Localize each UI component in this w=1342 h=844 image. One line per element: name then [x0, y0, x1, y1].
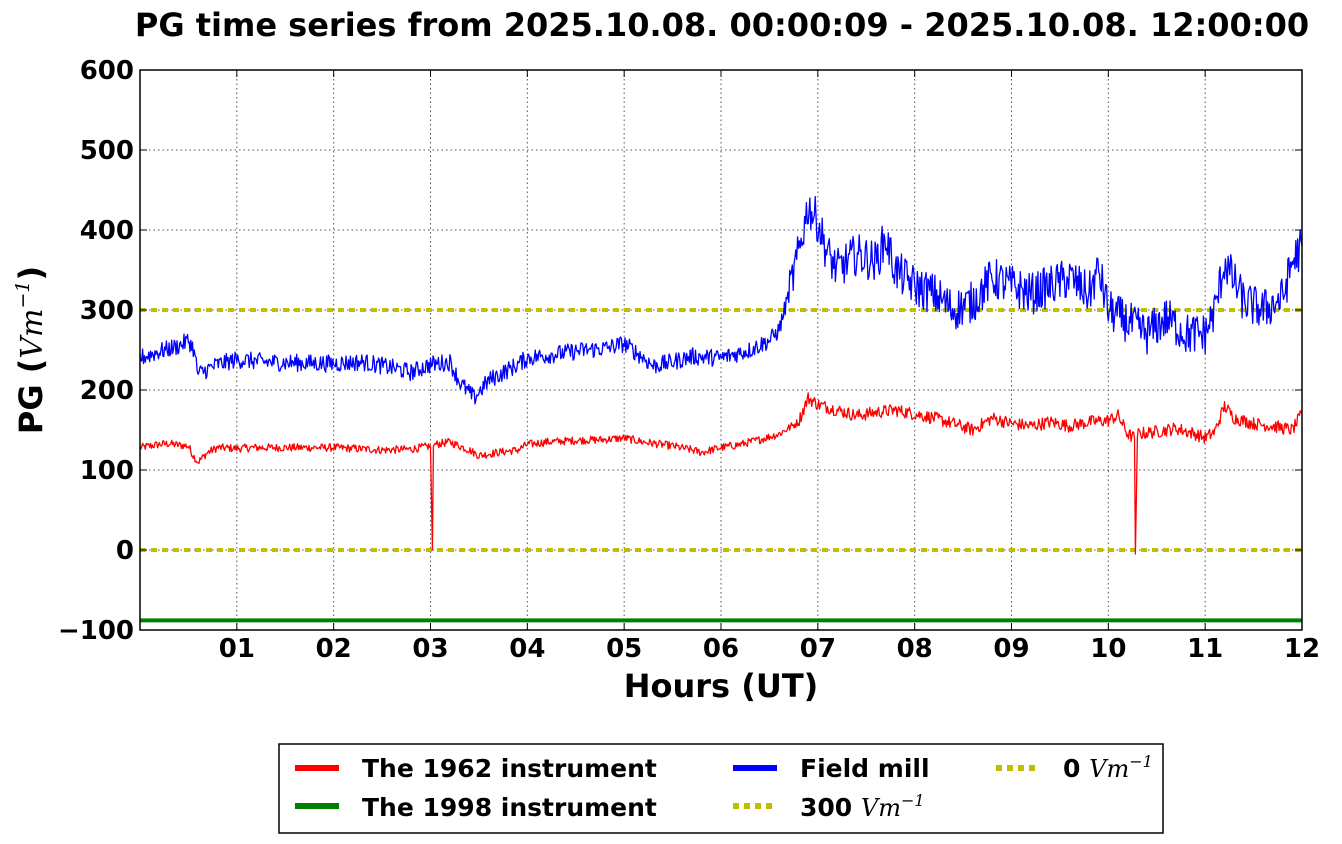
x-tick-label: 08 [897, 634, 933, 664]
y-tick-label: 100 [80, 456, 134, 486]
series-line-1962-instrument [139, 392, 1303, 555]
y-axis-label-main: PG ( [12, 359, 50, 434]
y-axis-label-close: ) [12, 266, 50, 281]
y-tick-label: 600 [80, 56, 134, 86]
series-lines [139, 195, 1303, 623]
legend-frame [278, 743, 1164, 834]
x-tick-label: 03 [412, 634, 448, 664]
legend-label-0-prefix: 0 [1063, 754, 1089, 783]
legend: The 1962 instrument The 1998 instrument … [278, 743, 1164, 834]
x-tick-label: 09 [993, 634, 1029, 664]
x-tick-label: 02 [316, 634, 352, 664]
x-tick-label: 04 [509, 634, 545, 664]
x-tick-label: 12 [1284, 634, 1320, 664]
legend-label-300-exp: −1 [901, 791, 925, 810]
reference-lines [140, 308, 1302, 552]
legend-label-0-exp: −1 [1129, 752, 1153, 771]
y-tick-label: 300 [80, 296, 134, 326]
legend-label-0: 0 Vm−1 [1063, 752, 1153, 783]
legend-label-300-unit: Vm [861, 794, 901, 822]
y-axis-label-exp: −1 [12, 281, 34, 309]
x-tick-label: 01 [219, 634, 255, 664]
y-axis-label: PG (Vm−1) [12, 266, 50, 434]
y-tick-label: 200 [80, 376, 134, 406]
y-tick-label: 0 [116, 536, 134, 566]
y-tick-label: 500 [80, 136, 134, 166]
x-tick-label: 10 [1090, 634, 1126, 664]
x-tick-label: 05 [606, 634, 642, 664]
x-tick-label: 06 [703, 634, 739, 664]
y-tick-label: 400 [80, 216, 134, 246]
axis-ticks: 01 02 03 04 05 06 07 08 09 10 11 12 −100 0 100 200 300 40… [58, 56, 1320, 664]
series-line-field-mill [139, 195, 1303, 405]
legend-label-field-mill: Field mill [800, 754, 930, 783]
legend-label-1998: The 1998 instrument [362, 793, 657, 822]
chart-title: PG time series from 2025.10.08. 00:00:09… [135, 6, 1309, 44]
legend-label-0-unit: Vm [1089, 755, 1129, 783]
grid-lines [140, 69, 1303, 631]
legend-label-1962: The 1962 instrument [362, 754, 657, 783]
x-tick-label: 07 [800, 634, 836, 664]
x-tick-label: 11 [1187, 634, 1223, 664]
legend-label-300-prefix: 300 [800, 793, 861, 822]
x-axis-label: Hours (UT) [624, 667, 819, 705]
y-tick-label: −100 [58, 616, 134, 646]
y-axis-label-unit: Vm [15, 309, 50, 359]
legend-label-300: 300 Vm−1 [800, 791, 925, 822]
